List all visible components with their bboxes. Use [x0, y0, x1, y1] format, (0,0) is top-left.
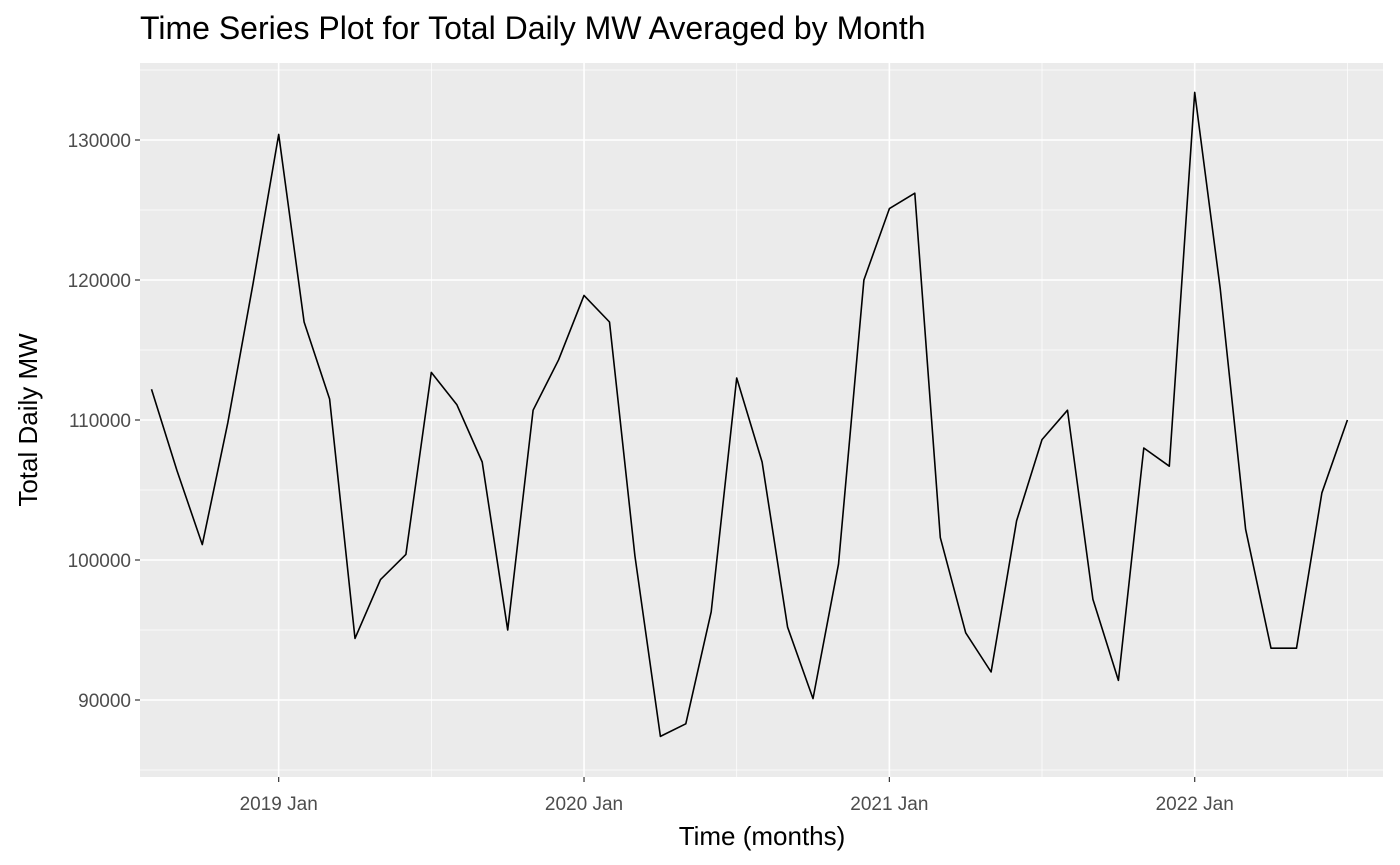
x-tick-label: 2020 Jan	[545, 794, 623, 815]
chart-title: Time Series Plot for Total Daily MW Aver…	[140, 10, 926, 46]
y-tick-label: 110000	[69, 411, 131, 432]
x-axis: 2019 Jan 2020 Jan 2021 Jan 2022 Jan	[240, 777, 1234, 815]
series-line	[150, 91, 1349, 738]
y-tick-label: 120000	[68, 271, 131, 292]
y-tick-label: 90000	[78, 691, 131, 712]
x-axis-title: Time (months)	[679, 821, 846, 851]
y-axis-title: Total Daily MW	[13, 333, 43, 507]
y-axis: 90000 100000 110000 120000 130000	[68, 131, 140, 712]
x-tick-label: 2022 Jan	[1156, 794, 1234, 815]
x-tick-label: 2021 Jan	[850, 794, 928, 815]
x-tick-label: 2019 Jan	[240, 794, 318, 815]
y-tick-label: 130000	[68, 131, 131, 152]
y-tick-label: 100000	[68, 551, 131, 572]
